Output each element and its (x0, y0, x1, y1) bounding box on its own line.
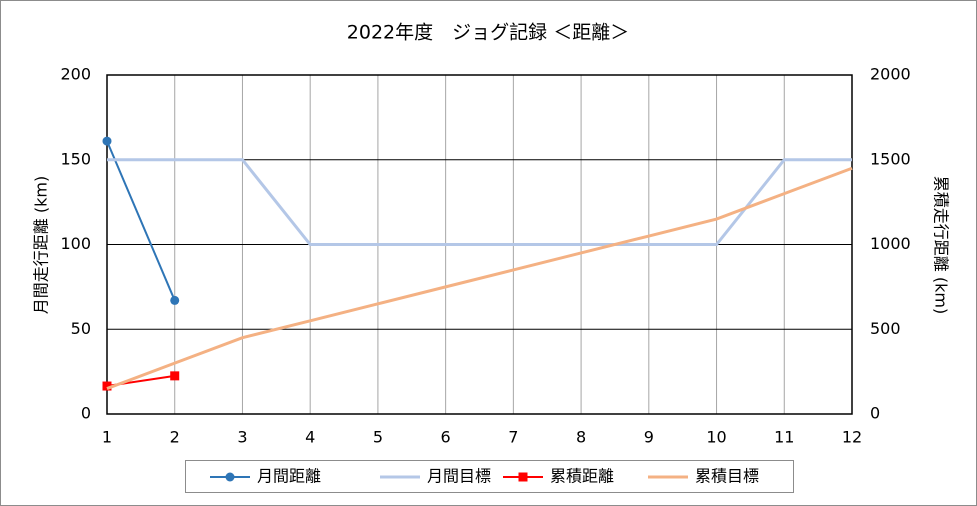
x-tick-label: 12 (842, 428, 862, 447)
chart-title: 2022年度 ジョグ記録 ＜距離＞ (347, 22, 629, 44)
legend-marker (518, 472, 528, 482)
x-tick-label: 10 (706, 428, 726, 447)
y2-tick-label: 1000 (870, 234, 911, 253)
x-tick-label: 2 (170, 428, 180, 447)
legend-label: 月間目標 (427, 467, 491, 486)
x-tick-label: 8 (576, 428, 586, 447)
plot-frame (106, 74, 853, 415)
y-tick-label: 200 (60, 65, 91, 84)
x-tick-label: 6 (441, 428, 451, 447)
y-tick-label: 150 (60, 149, 91, 168)
y2-tick-label: 500 (870, 319, 901, 338)
y2-axis-label: 累積走行距離 (km) (932, 176, 951, 314)
y2-tick-label: 2000 (870, 65, 911, 84)
legend-label: 累積距離 (550, 467, 614, 486)
data-point (102, 381, 112, 391)
data-point (102, 136, 112, 146)
x-tick-label: 11 (774, 428, 794, 447)
series-line (106, 140, 176, 301)
legend-label: 累積目標 (695, 467, 759, 486)
y-axis-label: 月間走行距離 (km) (32, 176, 51, 314)
y2-tick-label: 0 (870, 404, 880, 423)
x-tick-label: 9 (644, 428, 654, 447)
series-line (106, 166, 853, 390)
y-tick-label: 0 (81, 404, 91, 423)
x-tick-label: 3 (237, 428, 247, 447)
x-tick-label: 4 (305, 428, 315, 447)
x-tick-label: 5 (373, 428, 383, 447)
data-point (170, 295, 180, 305)
x-tick-label: 7 (508, 428, 518, 447)
y-tick-label: 50 (71, 319, 91, 338)
x-tick-label: 1 (102, 428, 112, 447)
legend-marker (225, 472, 235, 482)
series-line (107, 158, 852, 246)
legend-label: 月間距離 (257, 467, 321, 486)
legend (185, 460, 794, 493)
y-tick-label: 100 (60, 234, 91, 253)
y2-tick-label: 1500 (870, 149, 911, 168)
data-point (170, 371, 180, 381)
